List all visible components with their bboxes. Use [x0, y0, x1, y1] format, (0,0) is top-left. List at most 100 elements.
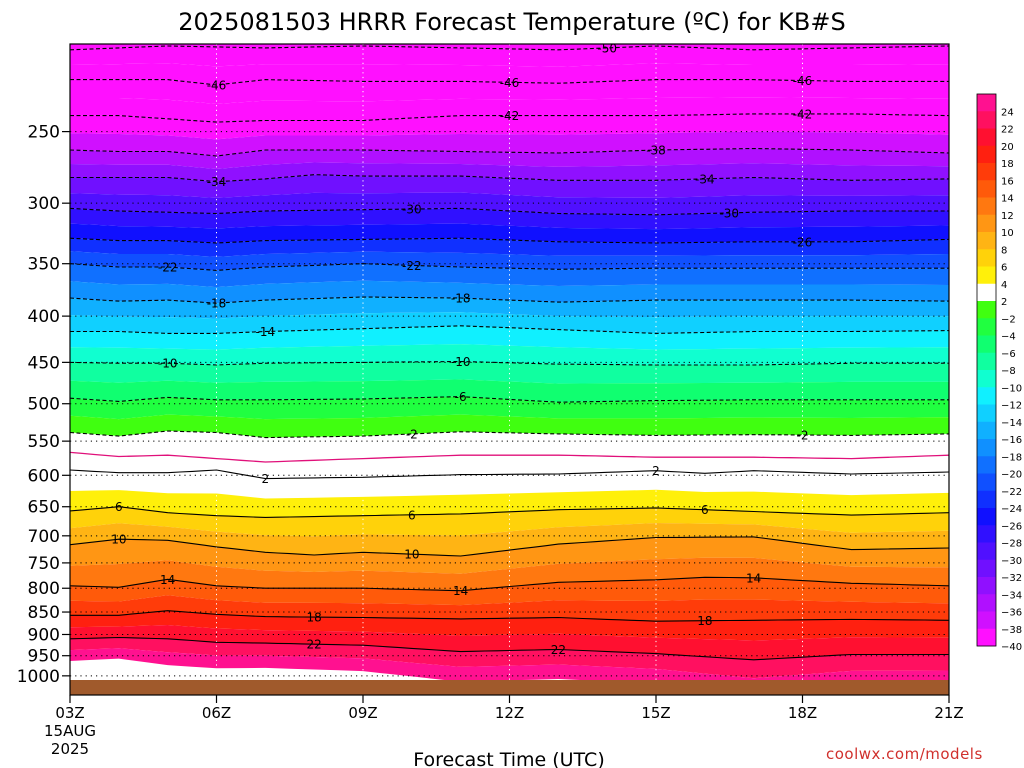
colorbar-label: 22 [1001, 125, 1014, 136]
temperature-band [70, 396, 949, 420]
colorbar-swatch [977, 163, 996, 181]
temperature-band [70, 280, 949, 304]
colorbar-swatch [977, 283, 996, 302]
colorbar-swatch [977, 508, 996, 526]
colorbar-label: 12 [1001, 211, 1014, 222]
contour-label: -26 [793, 235, 813, 249]
colorbar-label: 24 [1001, 107, 1014, 118]
colorbar-label: −12 [1001, 401, 1022, 412]
contour-14 [70, 576, 949, 592]
contour-label: -30 [719, 206, 739, 220]
temperature-band [70, 97, 949, 123]
colorbar-swatch [977, 318, 996, 336]
colorbar-swatch [977, 594, 996, 612]
colorbar-swatch [977, 473, 996, 492]
colorbar-label: −22 [1001, 487, 1022, 498]
colorbar-frame [976, 93, 997, 647]
pressure-tick-label: 250 [28, 123, 60, 143]
colorbar-swatch [977, 559, 996, 578]
colorbar-label: −8 [1001, 366, 1016, 377]
temperature-band [70, 637, 949, 679]
contour-22 [70, 636, 949, 661]
colorbar-swatch [977, 335, 996, 354]
colorbar-label: 8 [1001, 245, 1007, 256]
time-tick-label: 15Z [641, 704, 670, 722]
pressure-tick-label: 800 [28, 579, 60, 599]
temperature-band [70, 523, 949, 556]
colorbar-swatch [977, 214, 996, 233]
contour-label: -18 [451, 292, 471, 306]
contour-label: -2 [406, 427, 418, 441]
temperature-band [70, 192, 949, 215]
colorbar-label: 2 [1001, 297, 1007, 308]
colorbar-swatch [977, 490, 996, 509]
colorbar-label: −28 [1001, 539, 1022, 550]
time-tick-label: 12Z [495, 704, 524, 722]
contour--2 [70, 430, 949, 439]
date-label-year: 2025 [51, 740, 89, 758]
colorbar-swatch [977, 232, 996, 250]
colorbar-label: −10 [1001, 383, 1022, 394]
pressure-tick-label: 550 [28, 432, 60, 452]
date-label-day: 15AUG [44, 722, 96, 740]
colorbar-label: −36 [1001, 608, 1022, 619]
contour-2 [70, 469, 949, 480]
colorbar: 24 22 20 18 16 14 12 10 8 6 4 2 −2 −4 −6 −8 −10 −12 −14 −16… [976, 93, 1022, 653]
temperature-band [70, 46, 949, 67]
contour-label: 2 [652, 464, 660, 478]
contour-label: -38 [646, 144, 666, 158]
contour-label: 18 [697, 614, 712, 628]
contour-label: -10 [451, 355, 471, 369]
pressure-tick-label: 650 [28, 498, 60, 518]
colorbar-label: −24 [1001, 504, 1022, 515]
contour-label: -30 [402, 203, 422, 217]
colorbar-swatch [977, 542, 996, 561]
colorbar-label: 10 [1001, 228, 1014, 239]
colorbar-label: −32 [1001, 573, 1022, 584]
colorbar-label: −6 [1001, 349, 1016, 360]
contour-label: -42 [793, 107, 813, 121]
contour-18 [70, 610, 949, 622]
pressure-tick-label: 700 [28, 527, 60, 547]
temperature-band [70, 506, 949, 537]
contour-label: -46 [500, 76, 520, 90]
temperature-band [70, 238, 949, 257]
contour-label: -14 [256, 325, 276, 339]
contour-10 [70, 536, 949, 557]
colorbar-label: 4 [1001, 280, 1007, 291]
time-tick-label: 18Z [788, 704, 817, 722]
temperature-band [70, 577, 949, 606]
colorbar-swatch [977, 128, 996, 147]
colorbar-label: −38 [1001, 625, 1022, 636]
temperature-band [70, 361, 949, 384]
colorbar-label: 18 [1001, 159, 1014, 170]
temperature-band [70, 325, 949, 350]
contour-label: -18 [207, 297, 227, 311]
temperature-band [70, 379, 949, 403]
colorbar-swatch [977, 404, 996, 423]
pressure-tick-label: 900 [28, 625, 60, 645]
pressure-tick-label: 750 [28, 554, 60, 574]
pressure-tick-label: 500 [28, 395, 60, 415]
contour-label: 14 [453, 584, 468, 598]
temperature-bands [70, 44, 949, 695]
colorbar-swatch [977, 249, 996, 267]
contour-label: -2 [797, 429, 809, 443]
colorbar-swatch [977, 197, 996, 216]
contour-6 [70, 506, 949, 518]
colorbar-label: −26 [1001, 521, 1022, 532]
contour-label: 10 [404, 548, 419, 562]
contour-label: -10 [158, 357, 178, 371]
contour-label: 10 [111, 533, 126, 547]
contour-label: 6 [701, 503, 709, 517]
pressure-tick-label: 300 [28, 194, 60, 214]
temperature-band [70, 223, 949, 243]
contour-label: 2 [262, 472, 270, 486]
colorbar-label: −20 [1001, 470, 1022, 481]
chart-title: 2025081503 HRRR Forecast Temperature (ºC… [178, 8, 845, 36]
colorbar-label: 20 [1001, 142, 1014, 153]
colorbar-swatch [977, 145, 996, 164]
colorbar-swatch [977, 525, 996, 543]
contour-label: 22 [307, 638, 322, 652]
pressure-tick-label: 850 [28, 603, 60, 623]
